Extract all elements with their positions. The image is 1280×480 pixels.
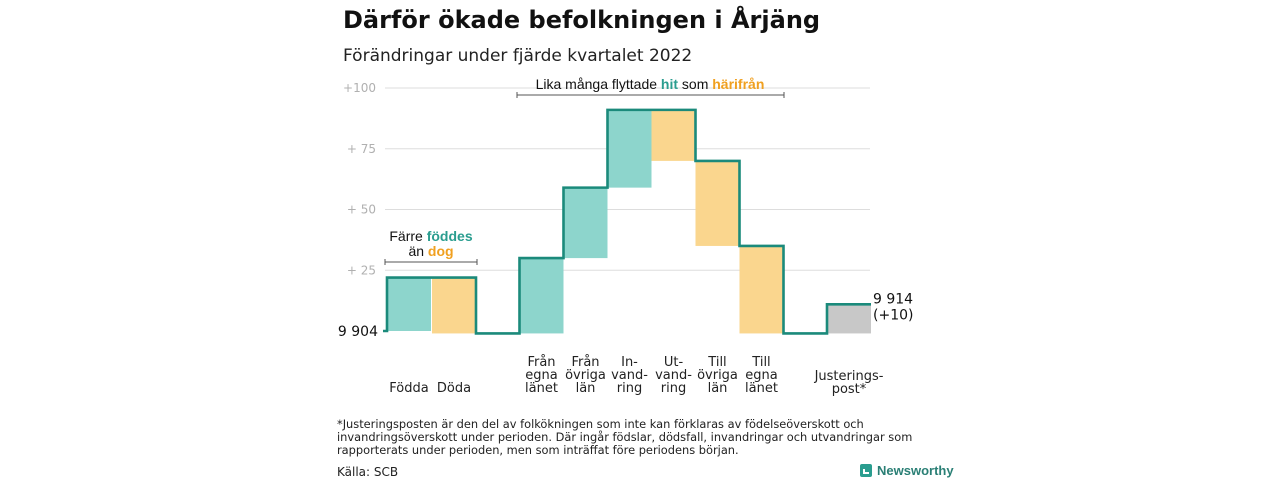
category-label-7-2: länet: [745, 381, 778, 396]
bar-2: [519, 258, 564, 334]
category-label-3-1: övriga: [565, 368, 606, 383]
category-label-7-1: egna: [745, 368, 777, 383]
bar-4: [607, 109, 652, 188]
bar-3: [563, 187, 608, 259]
bar-7: [739, 245, 784, 334]
category-label-6-0: Till: [707, 355, 726, 370]
category-label-6-1: övriga: [697, 368, 738, 383]
category-label-2-1: egna: [525, 368, 557, 383]
migration-annotation-line-0: Lika många flyttade hit som härifrån: [536, 76, 765, 92]
grid-layer: +100 + 75 + 50 + 25: [343, 81, 870, 277]
end-value-label-0: 9 914: [873, 291, 913, 307]
category-label-8-0: Justerings-: [814, 369, 884, 384]
category-label-5-0: Ut-: [664, 355, 684, 370]
category-label-1-0: Döda: [437, 381, 471, 396]
bar-8: [827, 304, 871, 334]
category-label-5-2: ring: [661, 381, 686, 396]
births-annotation-line-0: Färre föddes: [389, 228, 472, 244]
category-label-0-0: Födda: [389, 381, 428, 396]
migration-annotation-line-0-part-2: som: [678, 76, 712, 92]
bar-6: [695, 160, 740, 246]
category-label-3-2: län: [576, 381, 596, 396]
y-tick-label-1: + 75: [347, 142, 376, 156]
migration-annotation-line-0-part-3: härifrån: [712, 76, 764, 92]
migration-annotation-line-0-part-0: Lika många flyttade: [536, 76, 661, 92]
source-label: Källa: SCB: [337, 465, 399, 479]
category-label-7-0: Till: [751, 355, 770, 370]
footnote: *Justeringsposten är den del av folkökni…: [337, 417, 913, 457]
brand-name: Newsworthy: [877, 463, 954, 478]
category-label-6-2: län: [708, 381, 728, 396]
brand-logo: Newsworthy: [860, 463, 954, 478]
category-label-5-1: vand-: [655, 368, 692, 383]
chart-title: Därför ökade befolkningen i Årjäng: [343, 6, 821, 34]
y-tick-label-2: + 50: [347, 203, 376, 217]
start-value-label: 9 904: [338, 324, 378, 340]
bar-layer: [387, 109, 871, 334]
births-annotation-line-1: än dog: [408, 243, 453, 259]
bar-1: [432, 277, 476, 334]
category-label-3-0: Från: [571, 355, 599, 370]
births-annotation-line-0-part-0: Färre: [389, 228, 426, 244]
newsworthy-icon: [860, 464, 872, 477]
y-tick-label-0: +100: [343, 81, 376, 95]
y-tick-label-3: + 25: [347, 263, 376, 277]
end-value-label-1: (+10): [873, 307, 913, 323]
step-line: [383, 108, 871, 335]
births-annotation-line-0-part-1: föddes: [427, 228, 473, 244]
category-label-4-2: ring: [617, 381, 642, 396]
step-line-layer: [383, 108, 871, 335]
migration-annotation-line-0-part-1: hit: [661, 76, 678, 92]
bar-5: [651, 109, 696, 161]
births-annotation-line-1-part-1: dog: [428, 243, 454, 259]
category-label-8-1: post*: [832, 382, 867, 397]
bar-0: [387, 277, 431, 331]
chart-subtitle: Förändringar under fjärde kvartalet 2022: [343, 46, 693, 66]
births-annotation-line-1-part-0: än: [408, 243, 427, 259]
category-label-2-2: länet: [525, 381, 558, 396]
category-label-4-1: vand-: [611, 368, 648, 383]
category-label-4-0: In-: [621, 355, 638, 370]
category-label-2-0: Från: [527, 355, 555, 370]
